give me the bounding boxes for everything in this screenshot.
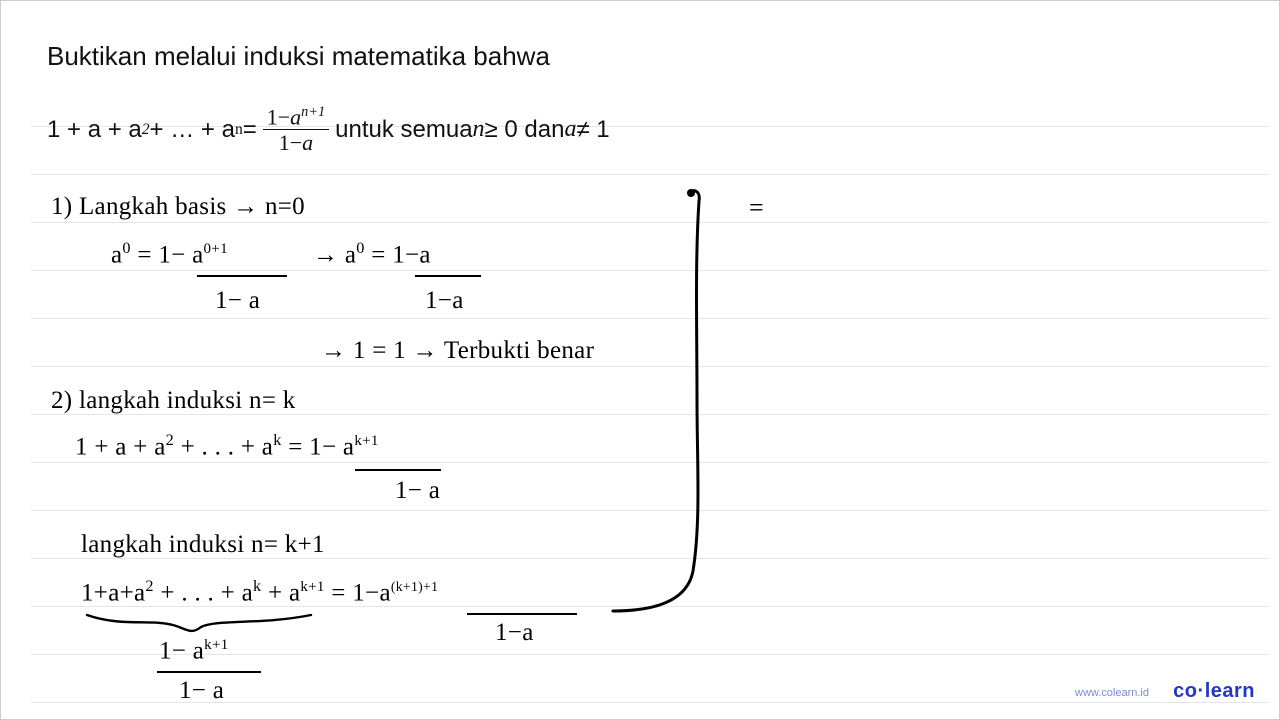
k1-num: 1−a: [352, 579, 391, 606]
num-var: a: [290, 104, 301, 129]
brand-dot: ·: [1198, 680, 1205, 702]
basis-a-exp: 0: [122, 239, 130, 257]
k1-eq: =: [331, 579, 352, 606]
den-a: 1−: [279, 130, 302, 155]
step-kplus1-header: langkah induksi n= k+1: [81, 531, 325, 559]
tail-ge: ≥ 0 dan: [485, 116, 565, 144]
k1-sq: 2: [145, 577, 153, 595]
ub-num-exp: k+1: [204, 637, 228, 653]
ih-num-exp: k+1: [354, 433, 378, 449]
basis-num: 1− a: [158, 241, 203, 268]
basis-rnum: 1−a: [392, 241, 431, 268]
lhs-exp-n: n: [235, 121, 243, 139]
lhs-text: 1 + a + a: [47, 116, 142, 144]
basis-num-exp: 0+1: [204, 241, 228, 257]
tail-neq: ≠ 1: [576, 116, 609, 144]
ih-sq: 2: [166, 431, 174, 449]
k1-k: k: [253, 577, 261, 595]
den-var: a: [302, 130, 313, 155]
brand-url: www.colearn.id: [1075, 687, 1149, 699]
k1-exp: k+1: [300, 579, 324, 595]
basis-eq: =: [137, 241, 158, 268]
basis-rhs: → a0 = 1−a: [313, 239, 431, 269]
num-exp: n+1: [301, 104, 325, 120]
k1-lhs: 1+a+a: [81, 579, 145, 606]
k1-mid: + . . . + a: [160, 579, 253, 606]
basis-a: a: [111, 241, 122, 268]
tail-a: a: [564, 116, 576, 143]
basis-arrow: → a: [313, 241, 356, 268]
k1-num-exp: (k+1)+1: [391, 579, 438, 594]
k1-den: 1−a: [495, 619, 534, 647]
ih-fracline: [355, 469, 441, 471]
problem-title: Buktikan melalui induksi matematika bahw…: [47, 41, 550, 72]
basis-den: 1− a: [215, 287, 260, 315]
equals-right: =: [749, 193, 764, 223]
ih-den: 1− a: [395, 477, 440, 505]
fraction: 1−an+1 1−a: [263, 105, 329, 155]
tail-n: n: [473, 116, 485, 143]
ih-lhs: 1 + a + a: [75, 433, 166, 460]
basis-rden: 1−a: [425, 287, 464, 315]
induction-hypothesis: 1 + a + a2 + . . . + ak = 1− ak+1: [75, 431, 379, 461]
brand-logo: co·learn: [1173, 680, 1255, 703]
fraction-num: 1−an+1: [263, 105, 329, 130]
k1-fracline: [467, 613, 577, 615]
underbrace-num: 1− ak+1: [159, 637, 229, 665]
tail-untuk: untuk semua: [335, 116, 472, 144]
ih-eq: =: [288, 433, 309, 460]
lhs-mid: + … + a: [150, 116, 235, 144]
kplus1-equation: 1+a+a2 + . . . + ak + ak+1 = 1−a(k+1)+1: [81, 577, 438, 607]
ub-den: 1− a: [179, 677, 224, 705]
eq-sign: =: [243, 116, 257, 144]
ih-num: 1− a: [309, 433, 354, 460]
basis-fracline-2: [415, 275, 481, 277]
basis-fracline-1: [197, 275, 287, 277]
k1-plus: + a: [268, 579, 300, 606]
basis-eq2: =: [371, 241, 392, 268]
num-a: 1−: [267, 104, 290, 129]
brand-b: learn: [1205, 680, 1255, 702]
fraction-den: 1−a: [279, 130, 313, 154]
problem-formula: 1 + a + a 2 + … + a n = 1−an+1 1−a untuk…: [47, 105, 610, 155]
ub-fracline: [157, 671, 261, 673]
basis-conclusion: → 1 = 1 → Terbukti benar: [321, 337, 594, 365]
ih-k: k: [273, 431, 281, 449]
page: Buktikan melalui induksi matematika bahw…: [0, 0, 1280, 720]
lhs-sq: 2: [142, 121, 150, 139]
basis-arrow-exp: 0: [356, 239, 364, 257]
step2-header: 2) langkah induksi n= k: [51, 387, 296, 415]
step1-header: 1) Langkah basis → n=0: [51, 193, 305, 221]
brand-a: co: [1173, 680, 1197, 702]
basis-lhs: a0 = 1− a0+1: [111, 239, 228, 269]
ub-num: 1− a: [159, 637, 204, 664]
ih-mid: + . . . + a: [181, 433, 274, 460]
